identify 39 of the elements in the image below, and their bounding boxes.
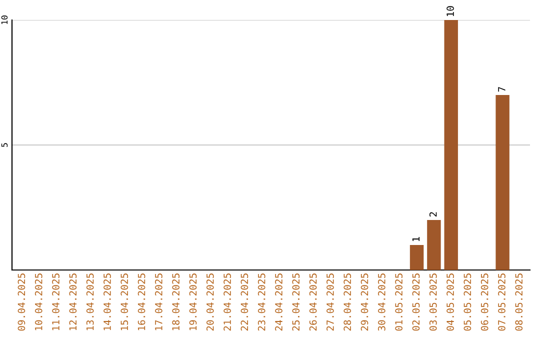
x-tick-label: 23.04.2025	[258, 274, 266, 331]
x-tick-label: 05.05.2025	[464, 274, 472, 331]
data-label: 2	[429, 212, 437, 216]
x-tick-label: 03.05.2025	[429, 274, 437, 331]
data-label: 7	[498, 87, 506, 92]
x-tick-label: 27.04.2025	[326, 274, 334, 331]
x-tick-label: 02.05.2025	[412, 274, 420, 331]
x-tick-label: 15.04.2025	[120, 274, 128, 330]
x-tick-label: 09.04.2025	[18, 274, 26, 331]
x-tick-label: 14.04.2025	[104, 274, 111, 330]
x-tick-label: 25.04.2025	[292, 274, 300, 331]
x-tick-label: 22.04.2025	[240, 274, 248, 331]
bar	[496, 95, 510, 270]
x-tick-label: 12.04.2025	[69, 274, 77, 330]
x-tick-label: 04.05.2025	[446, 274, 454, 331]
bar	[444, 20, 458, 270]
x-tick-label: 17.04.2025	[155, 274, 162, 330]
data-label: 1	[412, 237, 420, 242]
x-tick-label: 06.05.2025	[480, 274, 488, 331]
x-tick-label: 24.04.2025	[275, 274, 282, 331]
x-tick-label: 16.04.2025	[138, 274, 146, 330]
bar	[427, 220, 441, 270]
bar	[410, 245, 424, 270]
x-tick-label: 08.05.2025	[515, 274, 523, 331]
x-tick-label: 29.04.2025	[360, 274, 368, 331]
x-tick-label: 11.04.2025	[52, 274, 60, 330]
x-tick-label: 13.04.2025	[86, 274, 94, 330]
x-tick-label: 20.04.2025	[206, 274, 214, 331]
x-tick-label: 19.04.2025	[189, 274, 197, 330]
x-tick-label: 10.04.2025	[34, 274, 42, 330]
x-tick-label: 01.05.2025	[395, 274, 402, 331]
x-tick-label: 28.04.2025	[344, 274, 352, 331]
x-tick-label: 30.04.2025	[378, 274, 386, 331]
x-tick-label: 21.04.2025	[224, 274, 231, 331]
y-tick-label: 5	[1, 143, 8, 147]
x-tick-label: 26.04.2025	[309, 274, 317, 331]
data-label: 10	[446, 6, 454, 16]
x-tick-label: 07.05.2025	[498, 274, 506, 331]
x-tick-label: 18.04.2025	[172, 274, 180, 330]
